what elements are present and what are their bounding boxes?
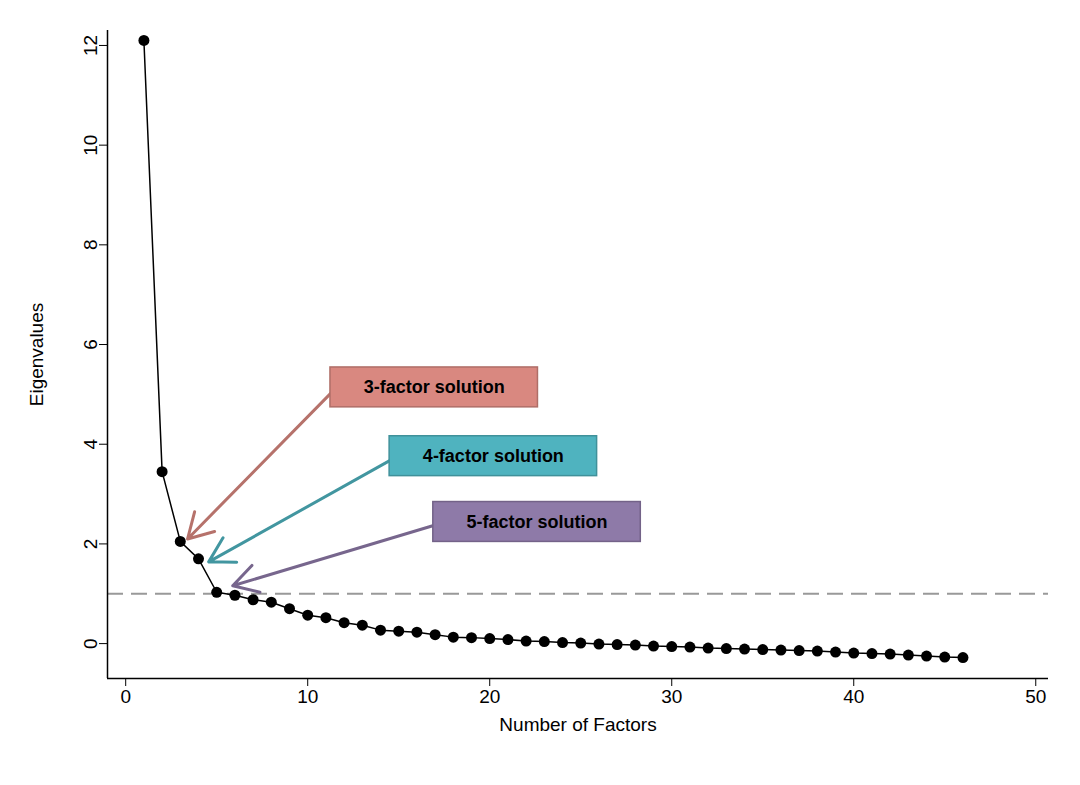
svg-text:40: 40 — [843, 686, 864, 707]
svg-text:20: 20 — [479, 686, 500, 707]
svg-text:6: 6 — [80, 339, 101, 350]
svg-text:0: 0 — [80, 638, 101, 649]
svg-text:3-factor solution: 3-factor solution — [364, 377, 505, 397]
svg-text:Eigenvalues: Eigenvalues — [26, 303, 47, 407]
svg-text:30: 30 — [661, 686, 682, 707]
svg-text:5-factor solution: 5-factor solution — [467, 512, 608, 532]
svg-text:10: 10 — [80, 135, 101, 156]
svg-text:0: 0 — [120, 686, 131, 707]
svg-text:4-factor solution: 4-factor solution — [423, 446, 564, 466]
svg-text:50: 50 — [1025, 686, 1046, 707]
svg-text:2: 2 — [80, 539, 101, 550]
svg-text:Number of Factors: Number of Factors — [499, 714, 656, 735]
svg-text:4: 4 — [80, 439, 101, 450]
svg-text:12: 12 — [80, 35, 101, 56]
svg-text:8: 8 — [80, 240, 101, 251]
svg-text:10: 10 — [297, 686, 318, 707]
